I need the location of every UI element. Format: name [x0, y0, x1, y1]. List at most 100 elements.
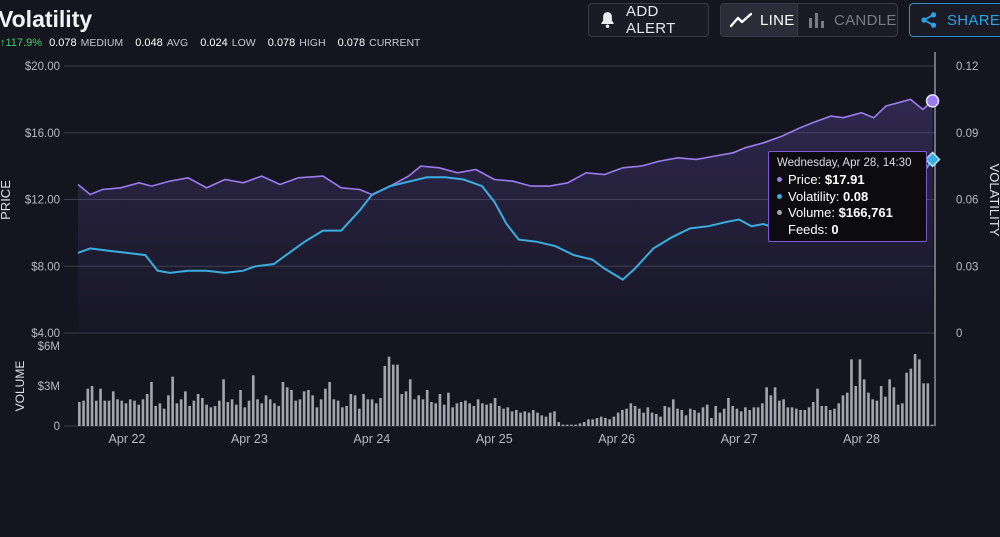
- tooltip-feeds-label: Feeds:: [788, 221, 828, 237]
- volume-bar: [264, 395, 268, 426]
- price-marker: [925, 94, 940, 108]
- volume-bar: [527, 412, 531, 426]
- add-alert-button[interactable]: ADD ALERT: [588, 3, 709, 37]
- volume-bar: [294, 400, 298, 426]
- volume-bar: [319, 399, 323, 426]
- x-tick-label: Apr 27: [721, 432, 758, 446]
- share-button[interactable]: SHARE: [909, 3, 1000, 37]
- axes: $20.00 0.12 $16.00 0.09 $12.00 0.06 $8.00 0.03 $…: [0, 61, 1000, 446]
- stat-low-value: 0.024: [200, 37, 228, 49]
- volume-bar: [854, 386, 858, 426]
- volume-bar: [158, 403, 162, 426]
- volume-bar: [913, 354, 917, 426]
- x-tick-label: Apr 26: [598, 432, 635, 446]
- volume-bar: [218, 400, 221, 426]
- volume-bar: [879, 386, 883, 426]
- volume-bar: [400, 394, 404, 426]
- volume-bar: [688, 408, 692, 426]
- y-left-tick-label: $20.00: [25, 61, 60, 73]
- volume-bar: [442, 404, 446, 426]
- volume-bar: [790, 407, 794, 426]
- volume-bar: [697, 412, 701, 426]
- volume-bar: [735, 408, 739, 426]
- volume-bar: [684, 415, 688, 426]
- volume-bar: [506, 407, 510, 426]
- line-view-button[interactable]: LINE: [721, 4, 798, 36]
- volume-bar: [302, 391, 306, 426]
- volume-bar: [654, 414, 658, 426]
- volume-bar: [786, 407, 790, 426]
- volume-tick-label: $3M: [38, 381, 60, 393]
- volume-bar: [128, 399, 132, 426]
- volume-bar: [756, 407, 760, 426]
- volume-bar: [901, 403, 904, 426]
- volume-bar: [230, 399, 234, 426]
- line-view-label: LINE: [760, 11, 795, 29]
- volume-bar: [727, 398, 730, 426]
- volume-bar: [748, 410, 751, 426]
- volume-bar: [315, 407, 319, 426]
- volume-bar: [591, 419, 594, 426]
- share-label: SHARE: [947, 11, 1000, 29]
- volume-bar: [502, 408, 505, 426]
- tooltip-volatility-label: Volatility:: [788, 188, 840, 204]
- volume-bar: [557, 422, 561, 426]
- volume-bar: [803, 410, 807, 426]
- page-title: Volatility: [0, 6, 93, 32]
- candle-view-button[interactable]: CANDLE: [798, 4, 897, 36]
- volume-bar: [930, 424, 934, 426]
- volume-bar: [277, 406, 281, 426]
- volume-bar: [587, 419, 590, 426]
- volume-bar: [663, 406, 667, 426]
- line-chart-icon: [730, 12, 752, 28]
- volume-bar: [99, 388, 102, 426]
- volume-bar: [133, 400, 136, 426]
- volume-bar: [387, 356, 391, 426]
- tooltip-volume-value: $166,761: [838, 205, 893, 220]
- volume-bar: [701, 407, 705, 426]
- volume-bar: [816, 388, 819, 426]
- volume-bar: [179, 399, 183, 426]
- volume-bar: [353, 395, 357, 426]
- volume-bar: [845, 392, 849, 426]
- volume-bar: [862, 379, 866, 426]
- volume-bar: [510, 411, 514, 426]
- volume-dot-icon: [777, 210, 782, 216]
- tooltip-volume-row: Volume: $166,761: [777, 205, 918, 222]
- volume-bar: [468, 403, 471, 426]
- volume-bar: [892, 387, 896, 426]
- volume-bar: [324, 388, 327, 426]
- volume-bar: [345, 406, 348, 426]
- volume-bar: [141, 399, 145, 426]
- candle-chart-icon: [809, 13, 824, 28]
- volume-bar: [714, 406, 718, 426]
- volume-bar: [243, 407, 247, 426]
- stat-current-value: 0.078: [337, 37, 366, 49]
- volume-bar: [298, 399, 302, 426]
- volume-bar: [464, 400, 467, 426]
- y-left-tick-label: $8.00: [31, 261, 60, 273]
- tooltip-volatility-row: Volatility: 0.08: [777, 189, 918, 206]
- volume-bar: [561, 424, 565, 426]
- hover-tooltip: Wednesday, Apr 28, 14:30 Price: $17.91 V…: [768, 151, 927, 242]
- volatility-dot-icon: [777, 193, 782, 199]
- volume-bar: [124, 403, 128, 426]
- y-left-tick-label: $4.00: [31, 328, 60, 340]
- stats-bar: ↑117.9% 0.078 MEDIUM 0.048 AVG 0.024 LOW 0.…: [0, 37, 420, 49]
- volume-bar: [90, 386, 94, 426]
- volume-bar: [145, 394, 149, 426]
- volume-bar: [472, 406, 476, 426]
- volume-bar: [413, 399, 416, 426]
- volume-bar: [565, 424, 569, 426]
- volume-bar: [722, 408, 726, 426]
- change-up-icon: ↑: [0, 37, 6, 49]
- volume-bar: [273, 403, 276, 426]
- volume-bar: [285, 387, 289, 426]
- volume-bar: [595, 418, 599, 426]
- price-dot-icon: [777, 177, 782, 183]
- stat-low-label: LOW: [231, 37, 256, 49]
- volume-bar: [493, 398, 497, 426]
- volume-bar: [608, 419, 611, 426]
- volume-bar: [438, 394, 442, 426]
- hover-markers: [924, 94, 941, 168]
